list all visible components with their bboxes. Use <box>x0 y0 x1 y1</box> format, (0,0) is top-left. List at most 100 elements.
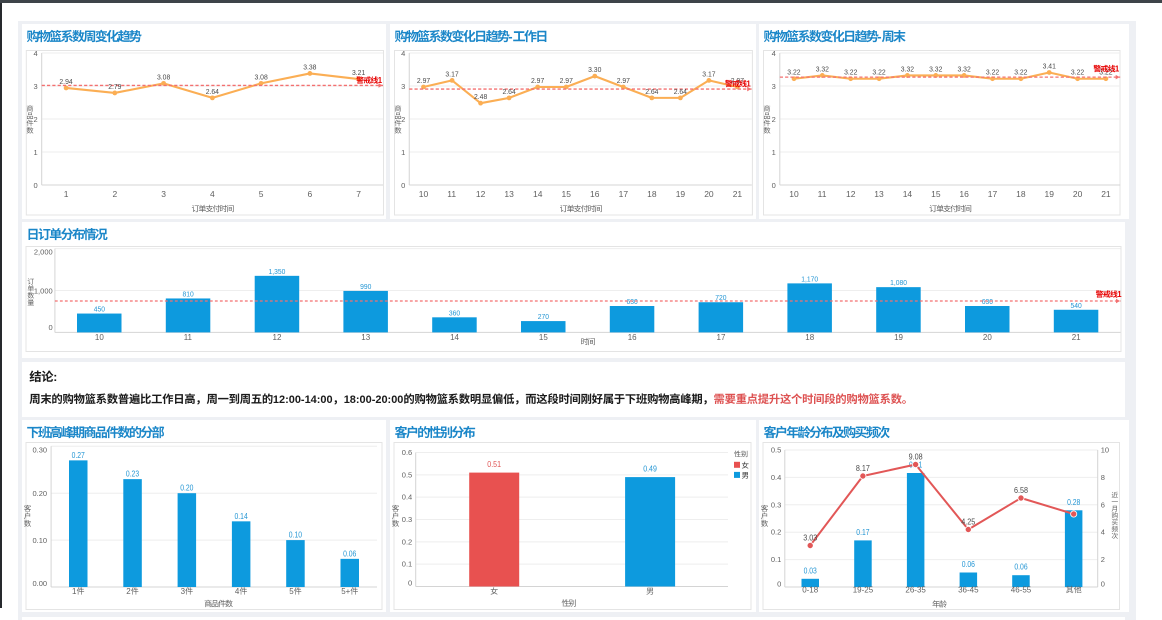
svg-text:3: 3 <box>401 82 405 91</box>
svg-text:13: 13 <box>361 333 370 342</box>
svg-text:12: 12 <box>476 189 486 199</box>
svg-text:12: 12 <box>272 333 281 342</box>
svg-text:10: 10 <box>94 333 103 342</box>
svg-text:8.17: 8.17 <box>856 464 870 473</box>
svg-text:2.64: 2.64 <box>645 87 658 96</box>
svg-text:3.32: 3.32 <box>958 64 971 73</box>
svg-text:4.25: 4.25 <box>961 518 975 527</box>
svg-text:-: - <box>877 29 881 44</box>
svg-text:0.51: 0.51 <box>487 460 501 469</box>
svg-text:17: 17 <box>988 189 998 199</box>
svg-text:2: 2 <box>401 115 405 124</box>
svg-text:810: 810 <box>182 290 193 299</box>
svg-text:10: 10 <box>789 189 799 199</box>
svg-text:36-45: 36-45 <box>958 586 979 595</box>
svg-text:19-25: 19-25 <box>853 586 874 595</box>
svg-text:2.48: 2.48 <box>474 92 487 101</box>
svg-text:4: 4 <box>772 49 776 58</box>
svg-text::: : <box>53 370 57 384</box>
svg-text:3.32: 3.32 <box>816 64 829 73</box>
svg-text:1,080: 1,080 <box>890 278 907 287</box>
svg-text:17: 17 <box>619 189 629 199</box>
svg-text:0.27: 0.27 <box>71 451 85 460</box>
svg-text:18: 18 <box>647 189 657 199</box>
svg-text:5+: 5+ <box>341 587 350 596</box>
svg-text:3.22: 3.22 <box>1014 68 1027 77</box>
svg-text:3.22: 3.22 <box>844 68 857 77</box>
svg-text:19: 19 <box>1045 189 1055 199</box>
svg-text:21: 21 <box>733 189 743 199</box>
svg-text:3.41: 3.41 <box>1043 62 1056 71</box>
svg-text:0.49: 0.49 <box>643 465 657 474</box>
svg-text:16: 16 <box>627 333 636 342</box>
svg-text:4: 4 <box>1101 528 1105 537</box>
svg-text:0.06: 0.06 <box>962 560 976 569</box>
svg-text:360: 360 <box>448 308 459 317</box>
svg-text:3.32: 3.32 <box>901 64 914 73</box>
svg-text:2.97: 2.97 <box>560 76 573 85</box>
svg-text:3.22: 3.22 <box>787 68 800 77</box>
svg-text:6: 6 <box>307 189 312 199</box>
svg-text:3.22: 3.22 <box>1071 68 1084 77</box>
svg-text:13: 13 <box>504 189 514 199</box>
svg-text:26-35: 26-35 <box>905 586 926 595</box>
svg-text:0.2: 0.2 <box>771 528 781 537</box>
svg-text:0.28: 0.28 <box>1067 498 1081 507</box>
svg-text:0: 0 <box>48 323 52 332</box>
svg-text:2: 2 <box>772 115 776 124</box>
svg-text:2.97: 2.97 <box>531 76 544 85</box>
svg-text:4: 4 <box>234 587 239 596</box>
svg-text:3.22: 3.22 <box>986 68 999 77</box>
svg-text:3.30: 3.30 <box>588 65 601 74</box>
svg-text:0.3: 0.3 <box>402 515 412 524</box>
svg-text:3.38: 3.38 <box>303 63 316 72</box>
svg-text:3.17: 3.17 <box>445 69 458 78</box>
svg-text:14: 14 <box>903 189 913 199</box>
svg-text:12:00-14:00: 12:00-14:00 <box>272 394 332 406</box>
svg-text:2.94: 2.94 <box>59 77 72 86</box>
svg-text:4: 4 <box>33 49 37 58</box>
svg-text:1: 1 <box>377 76 382 85</box>
svg-text:15: 15 <box>931 189 941 199</box>
svg-text:46-55: 46-55 <box>1011 586 1032 595</box>
svg-text:3.22: 3.22 <box>872 68 885 77</box>
svg-text:2.64: 2.64 <box>503 87 516 96</box>
svg-text:3.03: 3.03 <box>803 534 817 543</box>
svg-text:2: 2 <box>112 189 117 199</box>
svg-text:5: 5 <box>258 189 263 199</box>
svg-text:0.1: 0.1 <box>402 560 412 569</box>
svg-text:3: 3 <box>180 587 185 596</box>
svg-text:0: 0 <box>772 181 776 190</box>
svg-text:1: 1 <box>63 189 68 199</box>
svg-text:2.97: 2.97 <box>731 76 744 85</box>
svg-text:1,000: 1,000 <box>33 286 52 295</box>
svg-text:15: 15 <box>538 333 547 342</box>
svg-text:18: 18 <box>1016 189 1026 199</box>
svg-text:0.06: 0.06 <box>343 549 357 558</box>
svg-text:2.64: 2.64 <box>674 87 687 96</box>
svg-text:15: 15 <box>562 189 572 199</box>
svg-text:11: 11 <box>818 189 827 199</box>
svg-text:1: 1 <box>1115 65 1120 74</box>
svg-text:1: 1 <box>33 148 37 157</box>
svg-text:3.21: 3.21 <box>352 68 365 77</box>
svg-text:990: 990 <box>360 282 371 291</box>
svg-text:12: 12 <box>846 189 856 199</box>
svg-text:0.23: 0.23 <box>125 470 139 479</box>
svg-text:19: 19 <box>894 333 903 342</box>
svg-text:19: 19 <box>676 189 686 199</box>
svg-text:0.00: 0.00 <box>32 579 47 588</box>
svg-text:1: 1 <box>772 148 776 157</box>
svg-text:2: 2 <box>33 115 37 124</box>
svg-text:0.2: 0.2 <box>402 537 412 546</box>
svg-text:3: 3 <box>161 189 166 199</box>
svg-text:0.6: 0.6 <box>402 448 412 457</box>
svg-text:1: 1 <box>746 80 751 89</box>
svg-text:3: 3 <box>772 82 776 91</box>
svg-text:6: 6 <box>1101 500 1105 509</box>
svg-text:1: 1 <box>72 587 77 596</box>
svg-text:0-18: 0-18 <box>802 586 819 595</box>
svg-text:13: 13 <box>874 189 884 199</box>
svg-text:0.03: 0.03 <box>804 566 818 575</box>
svg-text:2.79: 2.79 <box>108 82 121 91</box>
